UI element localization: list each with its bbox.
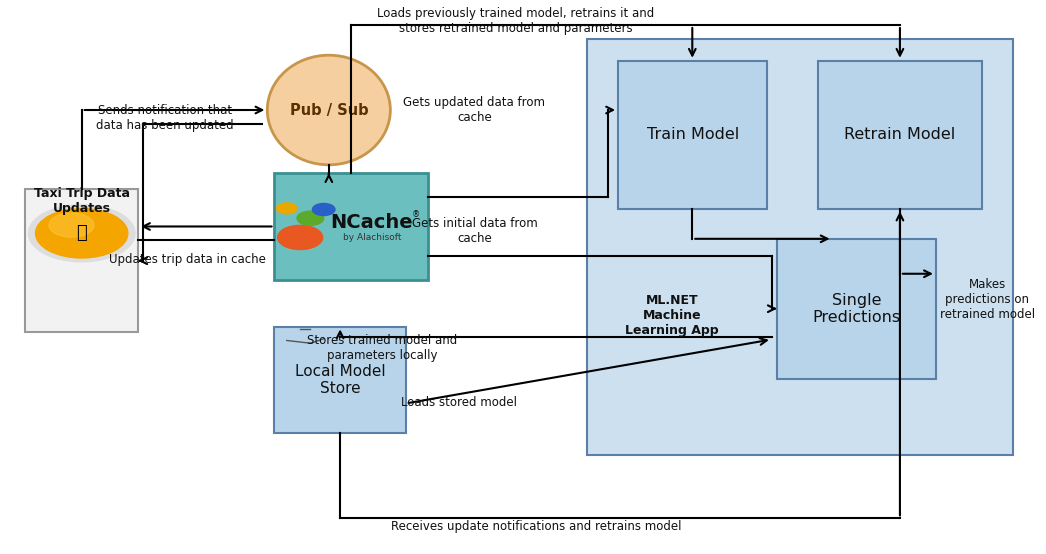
Ellipse shape xyxy=(268,55,390,165)
Text: Single
Predictions: Single Predictions xyxy=(813,293,901,325)
Circle shape xyxy=(277,225,322,249)
Text: ®: ® xyxy=(412,210,420,219)
Text: Pub / Sub: Pub / Sub xyxy=(290,102,368,117)
Circle shape xyxy=(28,205,135,262)
Circle shape xyxy=(49,213,94,237)
FancyBboxPatch shape xyxy=(274,326,406,433)
Text: Local Model
Store: Local Model Store xyxy=(295,364,385,397)
Text: NCache: NCache xyxy=(331,213,413,232)
Text: Taxi Trip Data
Updates: Taxi Trip Data Updates xyxy=(33,187,130,215)
Text: Loads previously trained model, retrains it and
stores retrained model and param: Loads previously trained model, retrains… xyxy=(377,7,654,35)
Circle shape xyxy=(36,209,128,258)
Circle shape xyxy=(297,211,323,225)
Text: Sends notification that
data has been updated: Sends notification that data has been up… xyxy=(96,104,233,132)
FancyBboxPatch shape xyxy=(618,61,767,209)
Circle shape xyxy=(313,203,335,216)
Text: Gets updated data from
cache: Gets updated data from cache xyxy=(404,96,545,124)
Text: Retrain Model: Retrain Model xyxy=(844,127,956,142)
Text: Makes
predictions on
retrained model: Makes predictions on retrained model xyxy=(939,278,1034,321)
Text: Gets initial data from
cache: Gets initial data from cache xyxy=(411,217,538,244)
FancyBboxPatch shape xyxy=(587,39,1013,455)
Text: Stores trained model and
parameters locally: Stores trained model and parameters loca… xyxy=(308,335,457,362)
Text: 🚖: 🚖 xyxy=(76,224,87,242)
Text: by Alachisoft: by Alachisoft xyxy=(343,233,401,242)
Text: Loads stored model: Loads stored model xyxy=(401,396,517,409)
FancyBboxPatch shape xyxy=(777,239,936,378)
Text: ML.NET
Machine
Learning App: ML.NET Machine Learning App xyxy=(626,294,719,337)
Text: Updates trip data in cache: Updates trip data in cache xyxy=(109,253,266,266)
FancyBboxPatch shape xyxy=(25,189,138,332)
FancyBboxPatch shape xyxy=(818,61,982,209)
FancyBboxPatch shape xyxy=(274,173,428,280)
Text: Train Model: Train Model xyxy=(646,127,738,142)
Text: Receives update notifications and retrains model: Receives update notifications and retrai… xyxy=(391,520,681,533)
Circle shape xyxy=(276,203,297,214)
